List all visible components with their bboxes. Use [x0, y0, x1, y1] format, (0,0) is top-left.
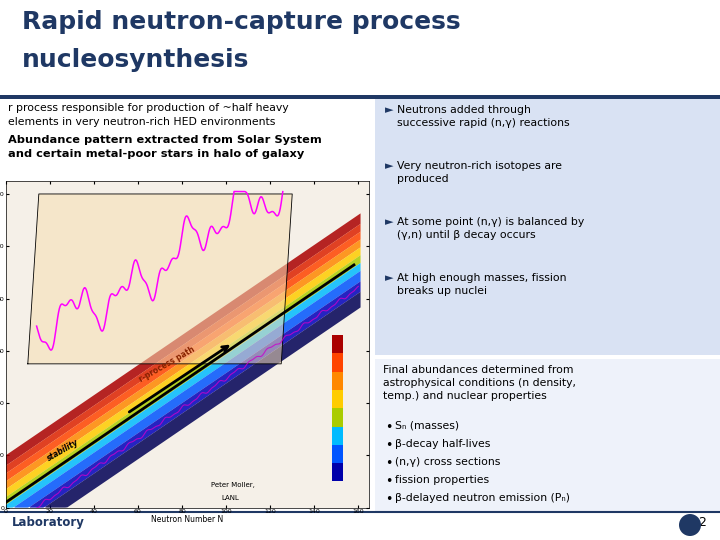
X-axis label: Neutron Number N: Neutron Number N	[151, 515, 224, 524]
Polygon shape	[28, 194, 292, 364]
Text: r-process path: r-process path	[138, 345, 197, 384]
Bar	[332, 335, 343, 353]
Circle shape	[679, 514, 701, 536]
Text: β-decay half-lives: β-decay half-lives	[395, 439, 490, 449]
Bar	[332, 353, 343, 372]
Bar	[332, 408, 343, 427]
Text: stability: stability	[45, 437, 81, 463]
Bar	[0, 512, 720, 540]
Bar	[332, 463, 343, 482]
Bar	[332, 427, 343, 445]
Text: (n,γ) cross sections: (n,γ) cross sections	[395, 457, 500, 467]
Text: •: •	[385, 421, 392, 434]
Text: fission properties: fission properties	[395, 475, 489, 485]
Bar	[0, 95, 720, 99]
Text: β-delayed neutron emission (Pₙ): β-delayed neutron emission (Pₙ)	[395, 493, 570, 503]
Text: Abundance pattern extracted from Solar System
and certain metal-poor stars in ha: Abundance pattern extracted from Solar S…	[8, 135, 322, 159]
Text: r process responsible for production of ~half heavy
elements in very neutron-ric: r process responsible for production of …	[8, 103, 289, 126]
Text: LANL: LANL	[222, 495, 240, 501]
Text: At some point (n,γ) is balanced by
(γ,n) until β decay occurs: At some point (n,γ) is balanced by (γ,n)…	[397, 217, 584, 240]
Bar	[0, 99, 375, 512]
Text: Sₙ (masses): Sₙ (masses)	[395, 421, 459, 431]
Text: ►: ►	[385, 217, 394, 227]
Text: •: •	[385, 475, 392, 488]
Text: Final abundances determined from
astrophysical conditions (n density,
temp.) and: Final abundances determined from astroph…	[383, 365, 576, 401]
Text: Neutrons added through
successive rapid (n,γ) reactions: Neutrons added through successive rapid …	[397, 105, 570, 128]
Text: ►: ►	[385, 161, 394, 171]
Text: nucleosynthesis: nucleosynthesis	[22, 48, 249, 72]
Text: Peter Moller,: Peter Moller,	[211, 482, 255, 488]
Text: Rapid neutron-capture process: Rapid neutron-capture process	[22, 10, 461, 34]
Text: Very neutron-rich isotopes are
produced: Very neutron-rich isotopes are produced	[397, 161, 562, 184]
Text: At high enough masses, fission
breaks up nuclei: At high enough masses, fission breaks up…	[397, 273, 567, 296]
Bar	[0, 0, 720, 95]
Text: ►: ►	[385, 273, 394, 283]
Text: 2: 2	[698, 516, 706, 529]
Bar	[375, 359, 720, 512]
Bar	[375, 99, 720, 355]
Text: •: •	[385, 493, 392, 506]
Bar	[332, 372, 343, 390]
Text: ►: ►	[385, 105, 394, 115]
Text: •: •	[385, 439, 392, 452]
Text: •: •	[385, 457, 392, 470]
Bar	[332, 445, 343, 463]
Text: Laboratory: Laboratory	[12, 516, 85, 529]
Bar	[332, 390, 343, 408]
